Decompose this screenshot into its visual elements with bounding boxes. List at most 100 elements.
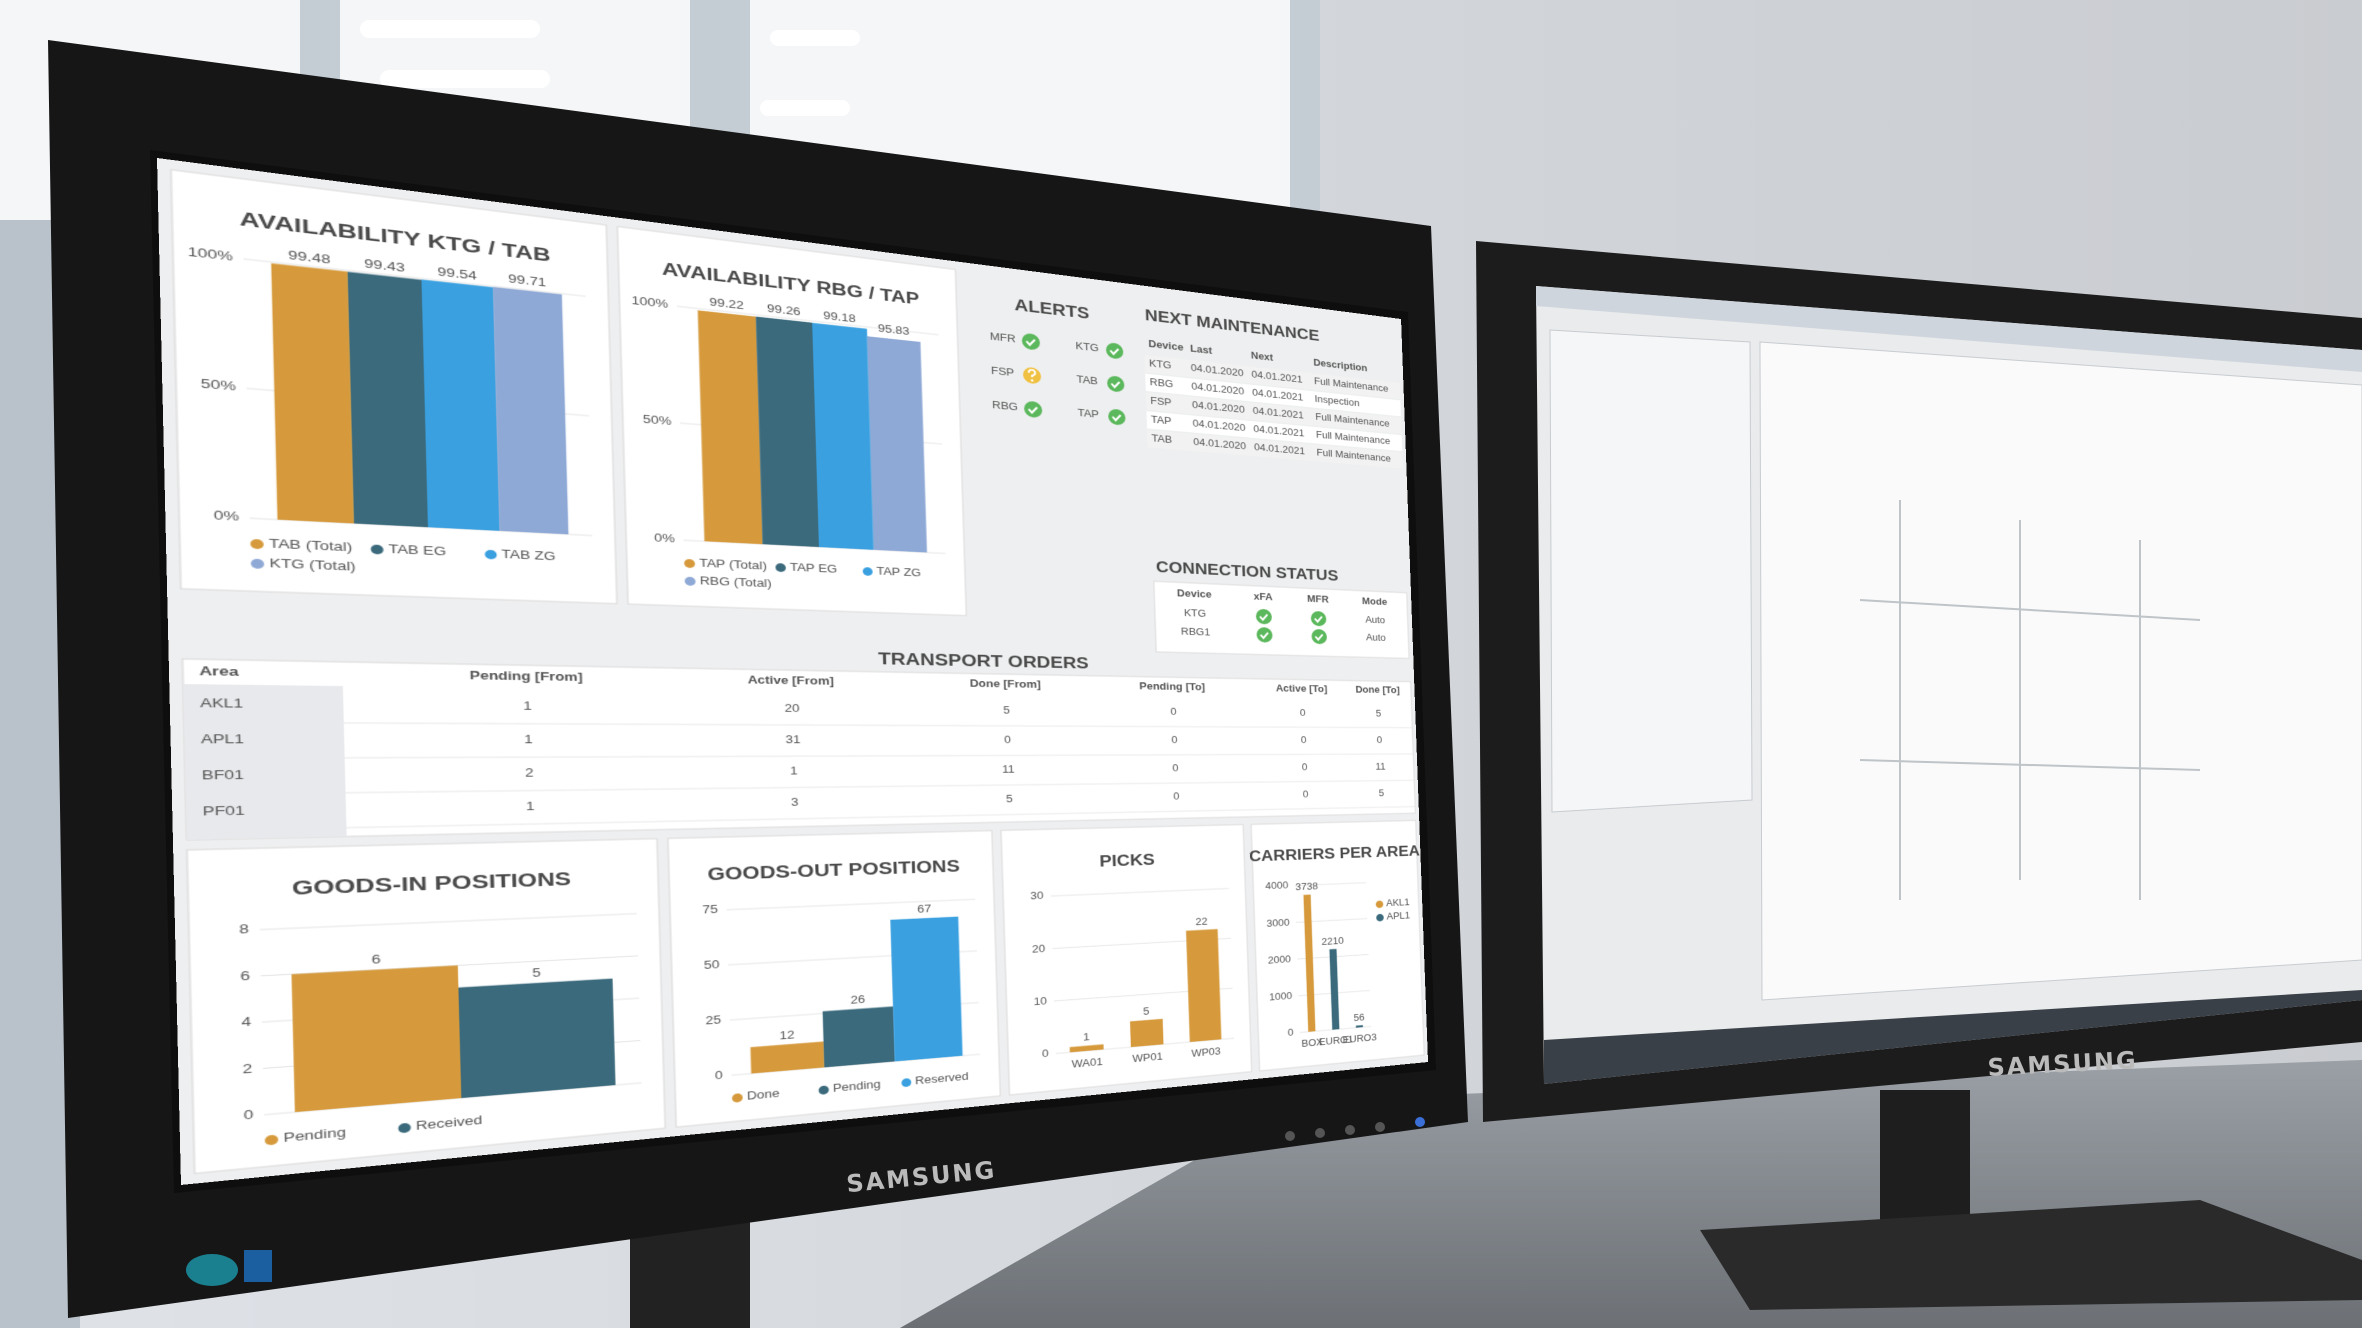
table-header: Active [To] <box>1276 683 1328 695</box>
y-tick-label: 3000 <box>1266 917 1289 929</box>
legend-label: TAP EG <box>790 561 838 576</box>
y-tick-label: 75 <box>702 903 718 917</box>
y-tick-label: 50% <box>201 377 237 394</box>
data-label: 99.43 <box>364 257 405 275</box>
table-cell: KTG <box>1149 358 1172 372</box>
table-cell: 5 <box>1379 788 1385 799</box>
x-tick-label: WA01 <box>1072 1056 1103 1071</box>
y-tick-label: 0 <box>1288 1027 1294 1039</box>
table-cell: 04.01.2020 <box>1191 381 1244 397</box>
data-label: 12 <box>779 1028 794 1042</box>
legend-label: TAP ZG <box>876 565 921 579</box>
table-cell: 1 <box>526 800 535 814</box>
transport-title: TRANSPORT ORDERS <box>878 647 1089 672</box>
table-cell: 0 <box>1173 791 1179 802</box>
table-header: Device <box>1148 338 1183 353</box>
y-tick-label: 6 <box>240 969 250 984</box>
bar <box>347 271 428 528</box>
table-header: Device <box>1177 588 1212 601</box>
legend-label: Pending <box>283 1126 346 1146</box>
bar <box>458 978 616 1099</box>
data-label: 95.83 <box>878 322 910 338</box>
legend-label: TAB ZG <box>501 548 555 564</box>
table-cell: TAB <box>1151 433 1172 446</box>
x-tick-label: WP03 <box>1191 1046 1221 1060</box>
table-cell: BF01 <box>202 768 245 783</box>
legend-label: TAB (Total) <box>269 537 353 555</box>
data-label: 5 <box>1143 1006 1150 1018</box>
legend-label: AKL1 <box>1386 897 1410 909</box>
table-cell: Auto <box>1365 615 1385 626</box>
bar <box>867 336 928 553</box>
data-label: 99.18 <box>823 309 856 325</box>
y-tick-label: 10 <box>1034 995 1048 1008</box>
table-header: Active [From] <box>747 674 834 688</box>
table-cell: 1 <box>523 700 532 713</box>
data-label: 99.26 <box>767 302 801 318</box>
table-cell: APL1 <box>201 732 244 746</box>
x-tick-label: WP01 <box>1132 1051 1163 1065</box>
y-tick-label: 50 <box>704 958 720 972</box>
data-label: 6 <box>371 952 381 966</box>
panel <box>617 227 966 616</box>
data-label: 2210 <box>1321 935 1344 947</box>
table-cell: KTG <box>1184 608 1206 620</box>
x-tick-label: EURO1 <box>1319 1034 1354 1048</box>
right-screen-content <box>1536 286 2362 1084</box>
table-cell: RBG1 <box>1181 626 1211 638</box>
data-label: 3738 <box>1295 881 1318 893</box>
bar <box>755 316 819 548</box>
table-header: Mode <box>1362 596 1388 608</box>
table-cell: 0 <box>1172 763 1178 774</box>
bar <box>1186 929 1222 1043</box>
table-cell: 04.01.2021 <box>1251 369 1302 385</box>
y-tick-label: 2000 <box>1268 954 1291 967</box>
panel <box>183 659 1416 840</box>
table-cell: 0 <box>1004 734 1011 746</box>
y-tick-label: 100% <box>188 245 233 264</box>
table-cell: 2 <box>525 767 534 781</box>
table-cell: PF01 <box>202 804 245 819</box>
data-label: 99.48 <box>288 248 330 267</box>
table-cell: 3 <box>791 796 799 809</box>
y-tick-label: 0 <box>243 1108 253 1123</box>
x-tick-label: EURO3 <box>1343 1032 1377 1046</box>
y-tick-label: 8 <box>239 922 249 937</box>
table-cell: TAP <box>1151 414 1172 427</box>
table-cell: 5 <box>1006 793 1013 805</box>
table-header: xFA <box>1254 591 1274 603</box>
alert-label: TAP <box>1077 407 1099 420</box>
table-header: Area <box>199 664 240 679</box>
data-label: 99.22 <box>709 296 744 312</box>
bezel-buttons <box>186 1117 1425 1286</box>
keyboard <box>1700 1200 2362 1310</box>
table-cell: Inspection <box>1314 394 1359 409</box>
table-cell: 1 <box>790 765 798 778</box>
table-cell: 5 <box>1003 705 1010 717</box>
y-tick-label: 4 <box>241 1015 251 1030</box>
chart-title: PICKS <box>1099 849 1155 870</box>
legend-label: Pending <box>833 1078 881 1095</box>
y-tick-label: 50% <box>643 413 672 428</box>
table-cell: 0 <box>1300 708 1306 719</box>
y-tick-label: 4000 <box>1265 880 1288 892</box>
table-cell: 20 <box>784 702 799 715</box>
alert-label: TAB <box>1076 374 1098 388</box>
y-tick-label: 0 <box>715 1069 723 1083</box>
data-label: 99.71 <box>508 272 546 289</box>
table-cell: 0 <box>1171 735 1177 746</box>
bar <box>291 965 462 1113</box>
panel <box>668 831 1000 1127</box>
bar <box>492 286 569 535</box>
data-label: 99.54 <box>437 265 477 283</box>
table-cell: 0 <box>1302 762 1308 773</box>
data-label: 22 <box>1195 916 1207 928</box>
table-cell: AKL1 <box>200 696 243 711</box>
table-cell: 11 <box>1002 764 1015 776</box>
legend-label: APL1 <box>1386 910 1410 922</box>
legend-label: TAP (Total) <box>699 557 767 573</box>
table-cell: 0 <box>1377 735 1383 746</box>
data-label: 1 <box>1083 1031 1090 1043</box>
legend-label: Reserved <box>915 1070 969 1087</box>
